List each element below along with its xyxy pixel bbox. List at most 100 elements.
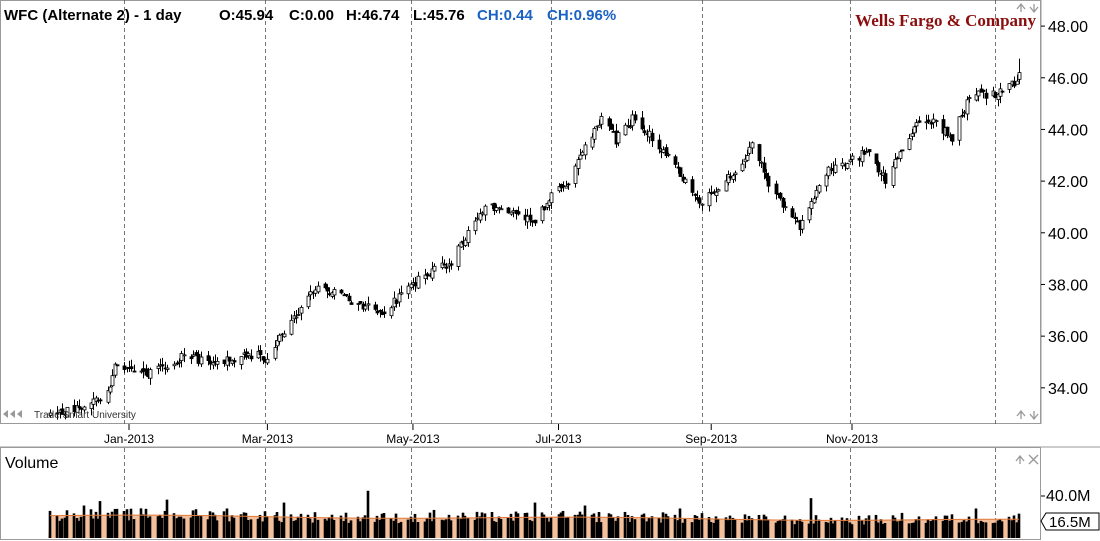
volume-bar (626, 514, 630, 538)
volume-bar (1017, 513, 1021, 538)
price-candle (965, 96, 970, 121)
volume-bar (709, 521, 713, 538)
volume-bar (449, 520, 453, 538)
price-tick-label: 42.00 (1048, 174, 1088, 191)
price-candle (762, 156, 767, 180)
volume-bar (222, 511, 226, 538)
volume-bar (289, 514, 293, 538)
date-tick-label: Nov-2013 (826, 432, 878, 446)
volume-bar (499, 518, 503, 538)
volume-bar (483, 513, 487, 538)
volume-bar (1007, 516, 1011, 538)
volume-bar (747, 515, 751, 538)
volume-bar (75, 518, 79, 538)
volume-bar (580, 514, 584, 538)
volume-bar (294, 520, 298, 538)
volume-bar (366, 490, 370, 538)
volume-bar (356, 516, 360, 538)
price-candle (382, 306, 387, 318)
volume-bar (740, 522, 744, 538)
price-candle (650, 128, 655, 148)
volume-bar (714, 516, 718, 538)
volume-bar (256, 518, 260, 538)
volume-bar (979, 520, 983, 538)
panel-up-icon[interactable] (1016, 2, 1026, 12)
volume-bar (926, 519, 930, 538)
volume-bar (693, 515, 697, 538)
price-candle (98, 398, 103, 405)
price-tick-label: 36.00 (1048, 329, 1088, 346)
volume-bar (175, 518, 179, 538)
volume-bar (891, 515, 895, 538)
volume-bar (950, 514, 954, 538)
volume-bar (108, 517, 112, 538)
price-candle (778, 192, 783, 201)
volume-bar (82, 505, 86, 538)
volume-bar (172, 513, 176, 538)
volume-bar (394, 513, 398, 538)
volume-bar (781, 519, 785, 538)
volume-bar (227, 521, 231, 538)
price-candle (812, 195, 817, 204)
volume-bar (478, 516, 482, 538)
volume-up-icon[interactable] (1015, 454, 1025, 464)
volume-bar (716, 518, 720, 538)
price-candle (898, 149, 903, 162)
volume-bar (862, 524, 866, 538)
price-candle (774, 180, 779, 200)
volume-bar (900, 512, 904, 538)
arrow-up-icon[interactable] (1016, 409, 1026, 419)
volume-bar (759, 519, 763, 538)
volume-bar (957, 522, 961, 538)
volume-bar (344, 512, 348, 538)
volume-bar (914, 519, 918, 538)
price-candle (332, 287, 337, 300)
price-candle (783, 201, 788, 211)
price-candle (478, 208, 483, 224)
price-tick-label: 48.00 (1048, 19, 1088, 36)
volume-bar (511, 520, 515, 538)
price-candle (389, 305, 394, 319)
volume-bar (1012, 515, 1016, 538)
price-candle (1017, 58, 1022, 84)
price-candle (984, 88, 989, 106)
price-candle (573, 163, 578, 188)
volume-bar (640, 514, 644, 538)
arrow-down-icon[interactable] (1029, 411, 1039, 421)
volume-bar (962, 520, 966, 538)
volume-bar (392, 520, 396, 538)
volume-bar (191, 510, 195, 538)
price-candle (473, 217, 478, 235)
volume-bar (447, 514, 451, 538)
panel-down-icon[interactable] (1029, 4, 1039, 14)
volume-bar (206, 519, 210, 538)
price-candle (406, 282, 411, 299)
volume-bar (94, 511, 98, 538)
volume-bar (213, 514, 217, 538)
volume-bar (506, 517, 510, 538)
price-tick-label: 44.00 (1048, 122, 1088, 139)
price-candle (707, 188, 712, 212)
volume-bar (106, 512, 110, 538)
volume-bar (743, 514, 747, 538)
volume-bar (158, 514, 162, 538)
volume-bar (72, 513, 76, 538)
volume-bar (494, 521, 498, 538)
volume-bar (883, 522, 887, 538)
volume-bar (442, 520, 446, 538)
volume-bar (432, 509, 436, 538)
price-candle (273, 340, 278, 361)
price-candle (499, 205, 504, 211)
volume-bar (91, 518, 95, 538)
volume-bar (339, 515, 343, 538)
volume-bar (423, 521, 427, 538)
volume-bar (893, 517, 897, 538)
volume-bar (179, 516, 183, 538)
volume-bar (731, 517, 735, 538)
close-icon[interactable] (1028, 454, 1039, 465)
scroll-left-icon[interactable] (3, 410, 22, 418)
price-candle (683, 177, 688, 185)
volume-bar (79, 516, 83, 538)
volume-bar (807, 523, 811, 538)
volume-bar (824, 521, 828, 538)
